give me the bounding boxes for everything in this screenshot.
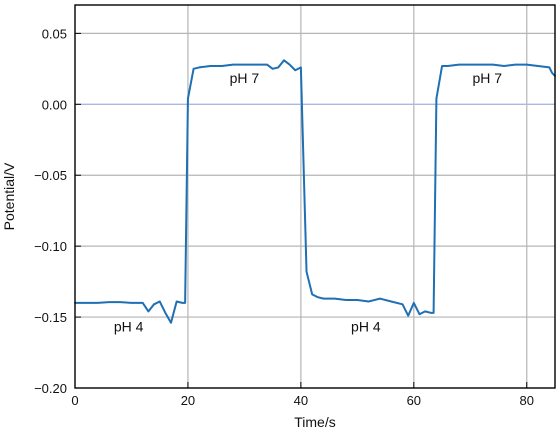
y-axis-label: Potential/V: [1, 162, 17, 230]
y-tick-label: −0.05: [34, 168, 67, 183]
x-tick-label: 80: [520, 393, 534, 408]
y-tick-label: 0.00: [42, 97, 67, 112]
y-tick-label: −0.15: [34, 310, 67, 325]
x-axis-ticks: 0 20 40 60 80: [71, 382, 534, 408]
annotation-label: pH 4: [351, 318, 381, 334]
x-tick-label: 60: [407, 393, 421, 408]
y-axis-ticks: 0.05 0.00 −0.05 −0.10 −0.15 −0.20: [34, 26, 81, 396]
series-line: [74, 59, 556, 324]
plot-frame: [74, 4, 556, 389]
x-axis-label: Time/s: [294, 414, 335, 430]
annotation-label: pH 4: [114, 318, 144, 334]
y-tick-label: −0.20: [34, 381, 67, 396]
annotation-label: pH 7: [472, 70, 502, 86]
annotations-group: pH 4 pH 7 pH 4 pH 7: [114, 70, 502, 334]
x-tick-label: 0: [71, 393, 78, 408]
y-tick-label: −0.10: [34, 239, 67, 254]
grid-lines: [75, 5, 555, 388]
x-tick-label: 40: [294, 393, 308, 408]
x-tick-label: 20: [181, 393, 195, 408]
annotation-label: pH 7: [230, 70, 260, 86]
y-tick-label: 0.05: [42, 26, 67, 41]
series-group: [74, 59, 556, 324]
